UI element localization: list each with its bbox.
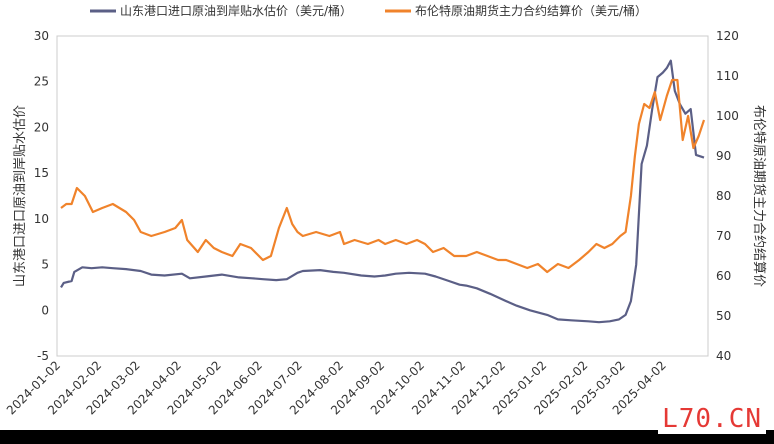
right-axis-title: 布伦特原油期货主力合约结算价 (751, 105, 767, 287)
left-tick-label: -5 (37, 349, 49, 363)
left-axis-ticks: 30 25 20 15 10 5 0 -5 (34, 29, 49, 363)
legend-label-series-1: 山东港口进口原油到岸贴水估价（美元/桶） (120, 3, 352, 18)
left-tick-label: 0 (41, 303, 49, 317)
left-tick-label: 10 (34, 212, 49, 226)
right-tick-label: 80 (716, 189, 731, 203)
left-tick-label: 15 (34, 166, 49, 180)
right-tick-label: 60 (716, 269, 731, 283)
left-tick-label: 30 (34, 29, 49, 43)
right-tick-label: 70 (716, 229, 731, 243)
left-tick-label: 20 (34, 120, 49, 134)
right-tick-label: 90 (716, 149, 731, 163)
left-axis-title: 山东港口进口原油到岸贴水估价 (13, 105, 28, 287)
right-tick-label: 40 (716, 349, 731, 363)
legend-label-series-2: 布伦特原油期货主力合约结算价（美元/桶） (415, 3, 647, 18)
right-tick-label: 50 (716, 309, 731, 323)
legend: 山东港口进口原油到岸贴水估价（美元/桶） 布伦特原油期货主力合约结算价（美元/桶… (90, 3, 647, 18)
site-watermark: L70.CN (658, 404, 766, 434)
bottom-bar (0, 430, 774, 444)
right-axis-ticks: 120 110 100 90 80 70 60 50 40 (716, 29, 739, 363)
right-tick-label: 120 (716, 29, 739, 43)
series-layer (60, 59, 706, 324)
left-tick-label: 5 (41, 258, 49, 272)
series-line-2 (60, 78, 706, 274)
plot-frame (56, 35, 709, 357)
right-tick-label: 110 (716, 69, 739, 83)
left-tick-label: 25 (34, 75, 49, 89)
series-line-1 (60, 59, 705, 324)
right-tick-label: 100 (716, 109, 739, 123)
x-axis-ticks: 2024-01-022024-02-022024-03-022024-04-02… (4, 358, 669, 417)
